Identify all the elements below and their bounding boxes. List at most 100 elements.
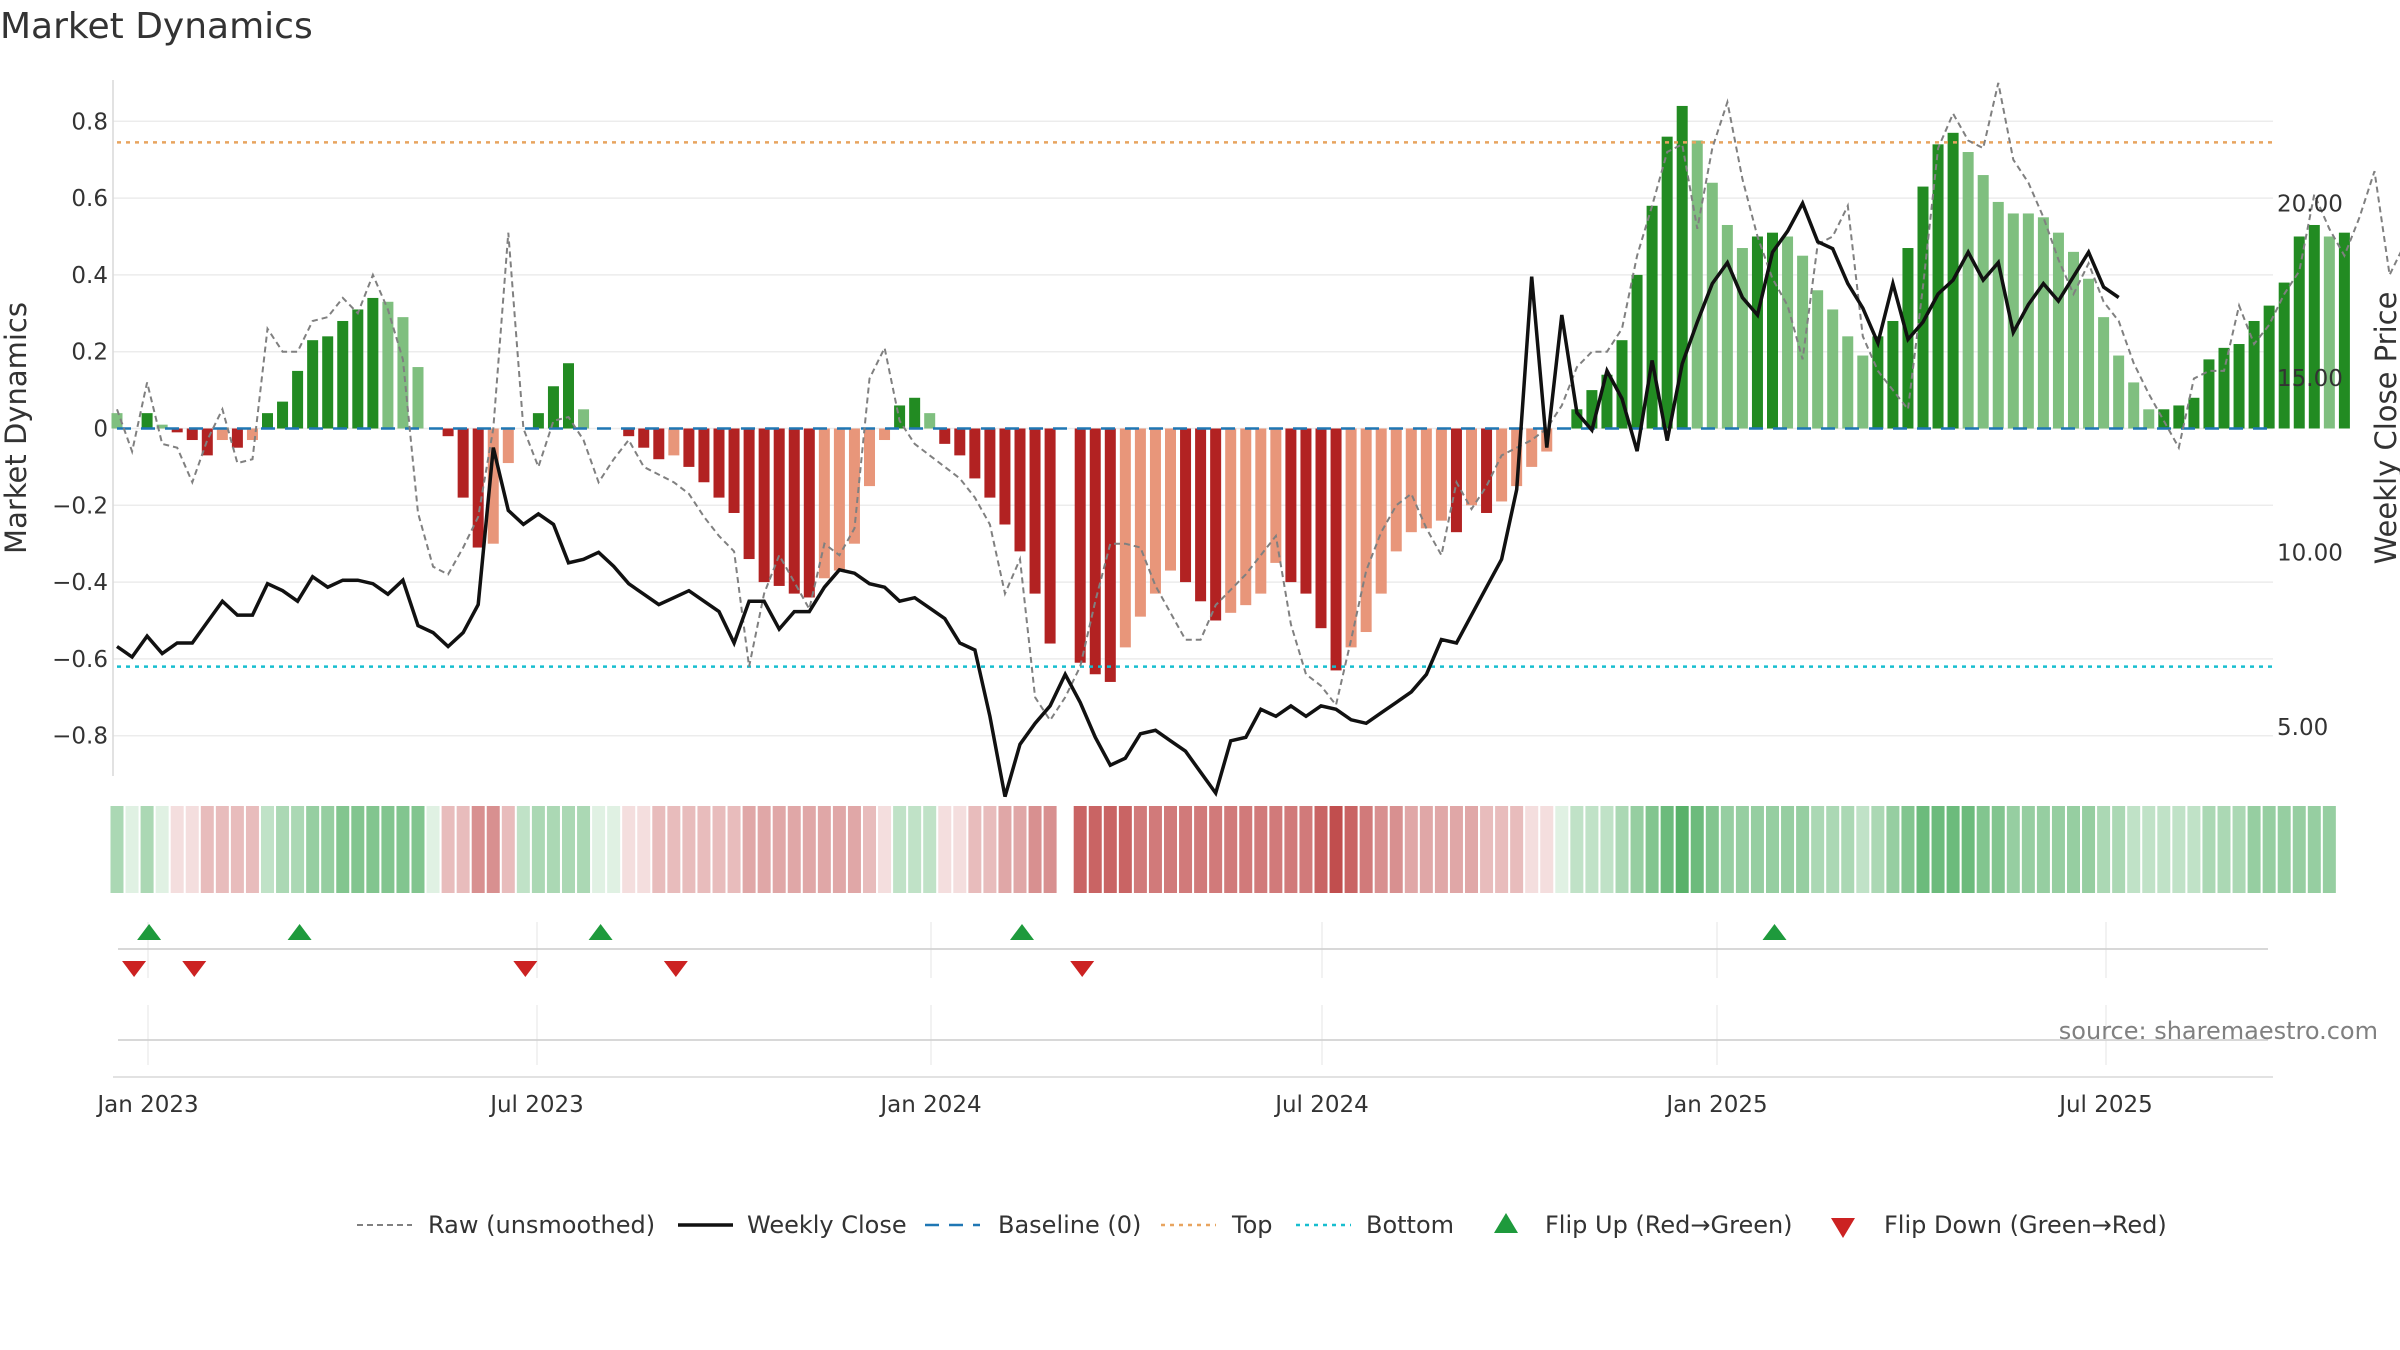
dynamics-bar <box>1736 248 1748 429</box>
band-cell <box>697 806 711 893</box>
dynamics-bar <box>1706 182 1718 429</box>
x-tick-label: Jan 2023 <box>95 1092 198 1118</box>
dynamics-bar <box>502 428 514 464</box>
band-cell <box>230 806 244 893</box>
left-axis-label: Market Dynamics <box>0 302 33 554</box>
band-cell <box>2112 806 2126 893</box>
dynamics-bar <box>728 428 740 513</box>
band-cell <box>1103 806 1117 893</box>
dynamics-bar <box>773 428 785 586</box>
flip-up-marker <box>137 924 162 940</box>
dynamics-bar <box>758 428 770 583</box>
band-cell <box>682 806 696 893</box>
band-cell <box>1750 806 1764 893</box>
flip-panel-gridlines <box>147 922 2107 978</box>
dynamics-bar <box>2143 409 2155 429</box>
band-cell <box>125 806 139 893</box>
x-tick-label: Jan 2024 <box>878 1092 981 1118</box>
dynamics-bar <box>2022 213 2034 429</box>
dynamics-bar <box>713 428 725 498</box>
band-cell <box>1465 806 1478 893</box>
dynamics-bar <box>322 336 334 429</box>
dynamics-bar <box>2098 317 2110 429</box>
band-cell <box>1856 806 1870 893</box>
dynamics-bar <box>1466 428 1477 506</box>
dynamics-bar <box>2248 320 2260 429</box>
dynamics-bar <box>1300 428 1312 594</box>
band-cell <box>531 806 545 893</box>
legend-flip-up-label: Flip Up (Red→Green) <box>1545 1211 1793 1239</box>
dynamics-bar <box>1014 428 1026 552</box>
band-cell <box>215 806 229 893</box>
dynamics-bar <box>1044 428 1056 644</box>
dynamics-bar <box>578 409 590 429</box>
band-cell <box>802 806 816 893</box>
band-cell <box>1720 806 1734 893</box>
dynamics-bar <box>1496 428 1508 502</box>
band-cell <box>1931 806 1945 893</box>
band-cell <box>2172 806 2186 893</box>
right-tick-label: 15.00 <box>2277 366 2343 392</box>
dynamics-bar <box>1872 336 1884 429</box>
band-cell <box>155 806 169 893</box>
band-cell <box>381 806 395 893</box>
flip-up-marker <box>588 924 613 940</box>
band-cell <box>1901 806 1915 893</box>
legend-flip-down-icon <box>1831 1218 1855 1238</box>
dynamics-bar <box>1812 290 1824 429</box>
band-cell <box>1645 806 1659 893</box>
band-cell <box>1735 806 1749 893</box>
band-cell <box>1374 806 1388 893</box>
flip-up-marker <box>1010 924 1034 940</box>
dynamics-bar <box>1992 201 2004 429</box>
dynamics-bar <box>668 428 680 456</box>
dynamics-bar <box>1691 140 1703 429</box>
band-cell <box>1615 806 1629 893</box>
dynamics-bar <box>2308 224 2320 429</box>
band-cell <box>1043 806 1057 893</box>
band-cell <box>1314 806 1328 893</box>
dynamics-bar <box>442 428 454 437</box>
band-cell <box>366 806 380 893</box>
dynamics-bar <box>2083 278 2095 429</box>
band-cell <box>2067 806 2080 893</box>
date-panel: Jan 2023 Jul 2023 Jan 2024 Jul 2024 Jan 2025… <box>95 1005 2378 1118</box>
band-cell <box>1796 806 1810 893</box>
band-cell <box>2157 806 2171 893</box>
dynamics-bar <box>1270 428 1282 563</box>
flip-down-marker <box>1070 961 1095 977</box>
band-cell <box>1630 806 1644 893</box>
band-cell <box>441 806 455 893</box>
band-cell <box>1495 806 1509 893</box>
dynamics-bar <box>1405 428 1417 533</box>
right-axis-label: Weekly Close Price <box>2369 292 2400 565</box>
band-cell <box>1344 806 1358 893</box>
band-cell <box>1224 806 1238 893</box>
band-cell <box>832 806 846 893</box>
dynamics-bar <box>1601 374 1613 429</box>
band-cell <box>893 806 907 893</box>
band-cell <box>426 806 440 893</box>
band-cell <box>577 806 591 893</box>
legend-flip-down-label: Flip Down (Green→Red) <box>1884 1211 2167 1239</box>
left-tick-label: −0.6 <box>52 647 108 673</box>
band-cell <box>2202 806 2216 893</box>
band-cell <box>2142 806 2156 893</box>
band-cell <box>2097 806 2111 893</box>
dynamics-bar <box>1586 390 1598 429</box>
dynamics-bar <box>1104 428 1116 682</box>
band-cell <box>2082 806 2096 893</box>
dynamics-bar <box>2263 305 2275 429</box>
left-tick-label: 0.4 <box>71 263 108 289</box>
band-cell <box>727 806 741 893</box>
band-cell <box>1239 806 1253 893</box>
band-cell <box>2247 806 2261 893</box>
band-cell <box>245 806 259 893</box>
band-cell <box>1690 806 1704 893</box>
band-cell <box>471 806 485 893</box>
legend-bottom-label: Bottom <box>1366 1211 1454 1239</box>
band-cell <box>1510 806 1524 893</box>
dynamics-bar <box>111 413 123 429</box>
band-cell <box>2036 806 2050 893</box>
band-cell <box>1841 806 1855 893</box>
